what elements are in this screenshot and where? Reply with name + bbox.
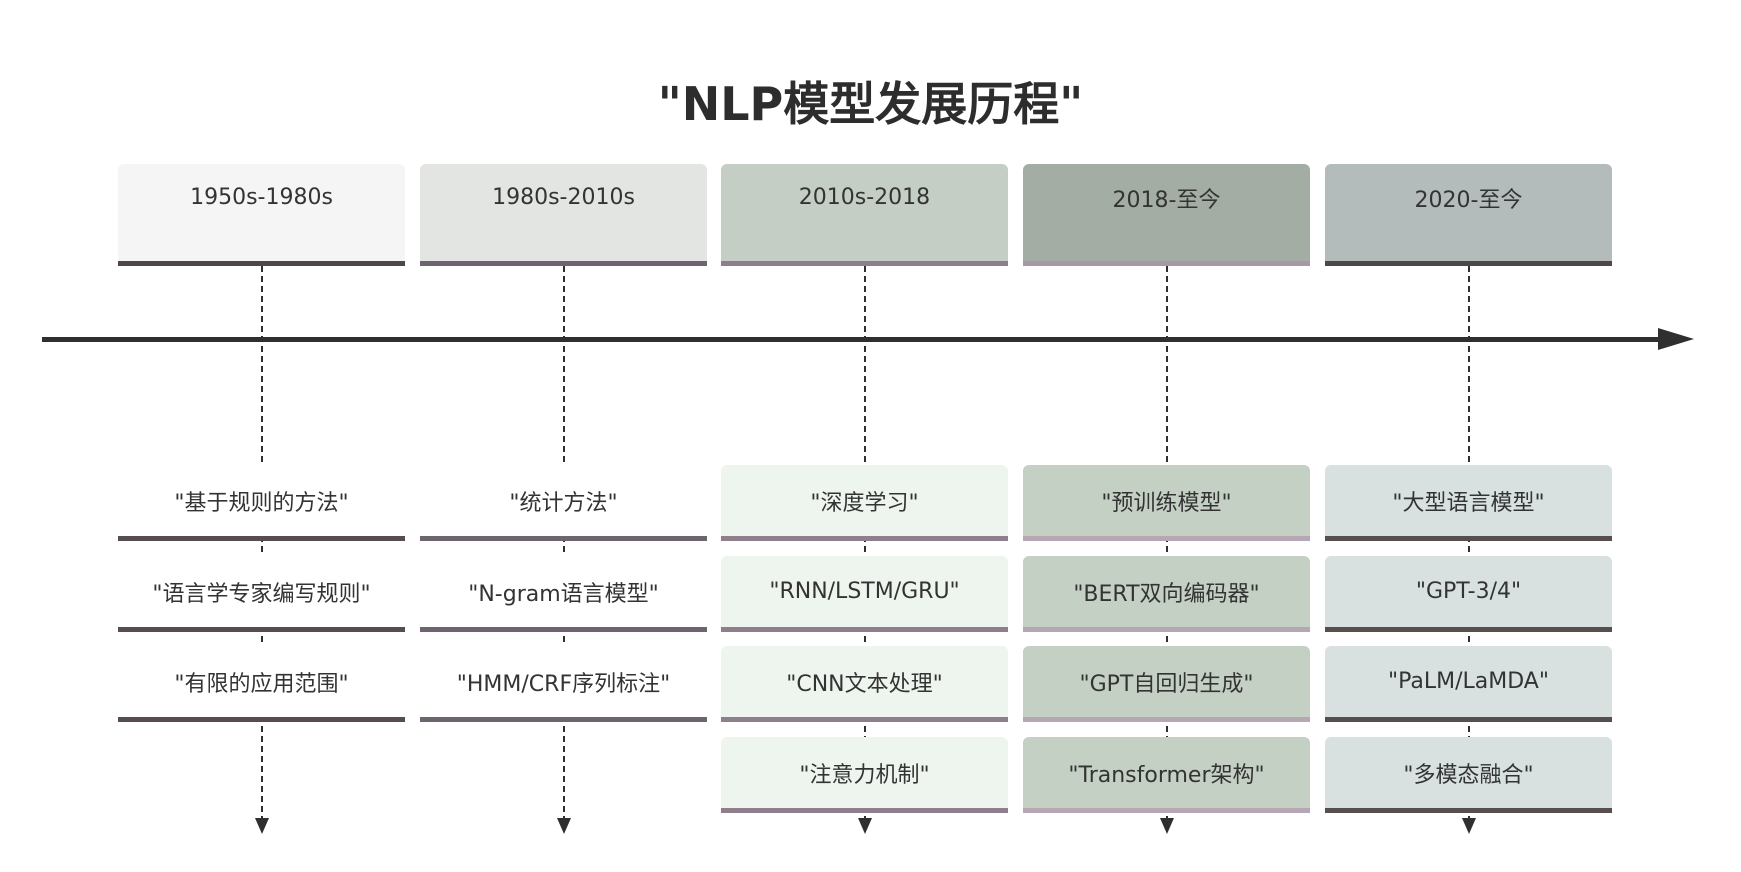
period-item-label: "基于规则的方法" [174, 490, 349, 516]
period-item: "BERT双向编码器" [1023, 556, 1310, 632]
period-item-label: "多模态融合" [1403, 762, 1534, 788]
period-dashed-line [1468, 266, 1470, 822]
arrow-down-icon [1160, 818, 1174, 834]
period-header: 2018-至今 [1023, 164, 1310, 266]
period-item-label: "有限的应用范围" [174, 671, 349, 697]
arrow-down-icon [1462, 818, 1476, 834]
period-item-label: "Transformer架构" [1068, 762, 1265, 788]
period-item-label: "N-gram语言模型" [468, 581, 659, 607]
period-column: 1950s-1980s "基于规则的方法" "语言学专家编写规则" "有限的应用… [118, 0, 405, 872]
period-item: "Transformer架构" [1023, 737, 1310, 813]
period-item-label: "统计方法" [509, 490, 618, 516]
period-dashed-line [1166, 266, 1168, 822]
period-header: 2020-至今 [1325, 164, 1612, 266]
period-item: "GPT-3/4" [1325, 556, 1612, 632]
arrow-down-icon [858, 818, 872, 834]
period-item-label: "PaLM/LaMDA" [1388, 669, 1549, 694]
period-item: "GPT自回归生成" [1023, 646, 1310, 722]
period-dashed-line [864, 266, 866, 822]
period-label: 1980s-2010s [492, 185, 635, 210]
period-item: "深度学习" [721, 465, 1008, 541]
period-item-label: "GPT自回归生成" [1079, 671, 1254, 697]
period-item-label: "CNN文本处理" [786, 671, 943, 697]
period-item-label: "预训练模型" [1101, 490, 1232, 516]
period-column: 2010s-2018 "深度学习" "RNN/LSTM/GRU" "CNN文本处… [721, 0, 1008, 872]
period-item-label: "注意力机制" [799, 762, 930, 788]
period-column: 1980s-2010s "统计方法" "N-gram语言模型" "HMM/CRF… [420, 0, 707, 872]
period-dashed-line [563, 266, 565, 822]
period-item: "大型语言模型" [1325, 465, 1612, 541]
period-header: 1950s-1980s [118, 164, 405, 266]
period-item-label: "大型语言模型" [1392, 490, 1545, 516]
period-item: "注意力机制" [721, 737, 1008, 813]
period-label: 2010s-2018 [798, 185, 931, 210]
period-item-label: "BERT双向编码器" [1073, 581, 1260, 607]
period-dashed-line [261, 266, 263, 822]
period-column: 2018-至今 "预训练模型" "BERT双向编码器" "GPT自回归生成" "… [1023, 0, 1310, 872]
period-label: 2020-至今 [1414, 187, 1523, 213]
period-item: "预训练模型" [1023, 465, 1310, 541]
period-item: "基于规则的方法" [118, 465, 405, 541]
period-item-label: "语言学专家编写规则" [152, 581, 371, 607]
arrow-down-icon [557, 818, 571, 834]
period-label: 2018-至今 [1112, 187, 1221, 213]
period-item: "有限的应用范围" [118, 646, 405, 722]
period-label: 1950s-1980s [190, 185, 333, 210]
period-item: "HMM/CRF序列标注" [420, 646, 707, 722]
period-item: "统计方法" [420, 465, 707, 541]
period-item: "语言学专家编写规则" [118, 556, 405, 632]
period-item-label: "HMM/CRF序列标注" [456, 671, 671, 697]
period-header: 1980s-2010s [420, 164, 707, 266]
timeline-axis [42, 337, 1672, 342]
period-item-label: "RNN/LSTM/GRU" [769, 579, 960, 604]
period-header: 2010s-2018 [721, 164, 1008, 266]
period-item: "RNN/LSTM/GRU" [721, 556, 1008, 632]
diagram-title: "NLP模型发展历程" [657, 77, 1084, 131]
period-item: "N-gram语言模型" [420, 556, 707, 632]
period-item: "PaLM/LaMDA" [1325, 646, 1612, 722]
period-item-label: "GPT-3/4" [1415, 579, 1522, 604]
timeline-arrow-icon [1658, 328, 1694, 350]
period-item-label: "深度学习" [810, 490, 919, 516]
arrow-down-icon [255, 818, 269, 834]
period-item: "多模态融合" [1325, 737, 1612, 813]
period-item: "CNN文本处理" [721, 646, 1008, 722]
period-column: 2020-至今 "大型语言模型" "GPT-3/4" "PaLM/LaMDA" … [1325, 0, 1612, 872]
